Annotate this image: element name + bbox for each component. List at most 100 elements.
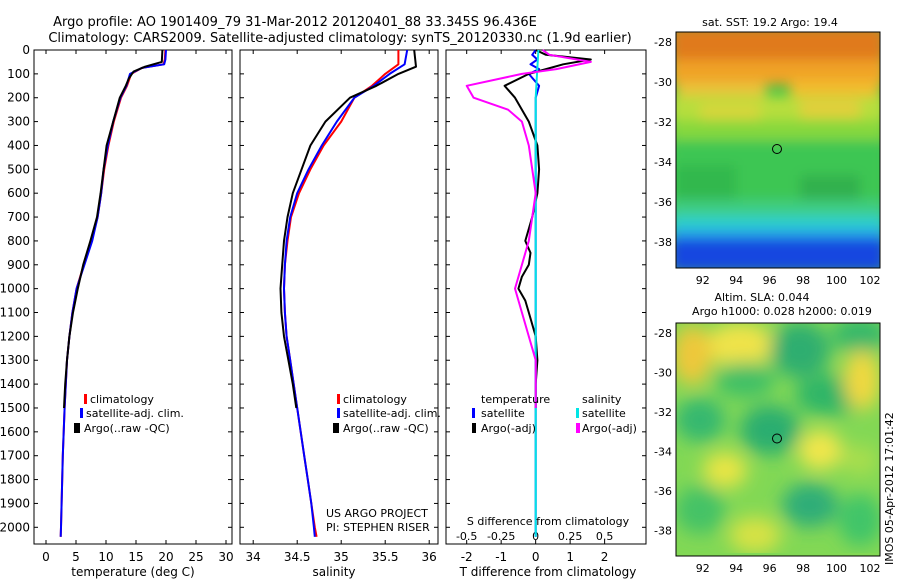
legend-climatology-swatch — [84, 394, 87, 404]
series-line — [63, 49, 164, 409]
project-pi: PI: STEPHEN RISER — [326, 521, 430, 534]
x-tick-label: 0 — [532, 550, 540, 564]
map-y-tick-label: -32 — [654, 116, 672, 129]
map-y-tick-label: -36 — [654, 485, 672, 498]
x-tick-label: 25 — [188, 550, 203, 564]
difference-bottom-axis-label: T difference from climatology — [459, 565, 637, 579]
depth-tick-label: 1700 — [0, 449, 30, 463]
depth-tick-label: 1500 — [0, 401, 30, 415]
legend-temp-argo-label: Argo(-adj) — [481, 422, 536, 435]
legend-temp-argo-swatch — [472, 423, 476, 433]
x-tick-label: 10 — [98, 550, 113, 564]
map-x-tick-label: 100 — [826, 562, 847, 575]
map-y-tick-label: -38 — [654, 236, 672, 249]
salinity-panel-frame — [239, 49, 439, 545]
depth-tick-label: 600 — [7, 186, 30, 200]
map-x-tick-label: 96 — [763, 274, 777, 287]
map-y-tick-label: -32 — [654, 406, 672, 419]
difference-legend: temperature salinity satellite Argo(-adj… — [472, 393, 637, 435]
sla-argo-marker — [771, 433, 782, 444]
depth-tick-label: 0 — [22, 43, 30, 57]
legend-satellite-swatch — [80, 408, 83, 418]
map-x-tick-label: 92 — [696, 562, 710, 575]
x-tick-label: 5 — [72, 550, 80, 564]
depth-tick-label: 2000 — [0, 520, 30, 534]
depth-tick-label: 500 — [7, 162, 30, 176]
legend-argo-label: Argo(..raw -QC) — [343, 422, 429, 435]
x-tick-label: 15 — [128, 550, 143, 564]
depth-tick-label: 1800 — [0, 473, 30, 487]
sla-heatmap — [676, 323, 880, 556]
legend-climatology-label: climatology — [343, 393, 407, 406]
series-line — [503, 49, 592, 408]
salinity-diff-tick-label: -0.25 — [487, 530, 515, 543]
x-tick-label: 34 — [246, 550, 261, 564]
x-tick-label: 30 — [218, 550, 233, 564]
x-tick-label: 34.5 — [284, 550, 311, 564]
map-y-tick-label: -30 — [654, 366, 672, 379]
map-y-tick-label: -30 — [654, 76, 672, 89]
series-line — [59, 49, 167, 537]
depth-tick-label: 900 — [7, 258, 30, 272]
legend-sal-argo-label: Argo(-adj) — [582, 422, 637, 435]
legend-satellite-label: satellite-adj. clim. — [86, 407, 184, 420]
legend-temperature-title: temperature — [481, 393, 550, 406]
legend-argo-swatch — [333, 423, 339, 433]
x-tick-label: 0 — [42, 550, 50, 564]
x-tick-label: 36 — [422, 550, 437, 564]
sst-argo-marker — [771, 144, 782, 154]
depth-tick-label: 700 — [7, 210, 30, 224]
x-tick-label: 1 — [566, 550, 574, 564]
map-x-tick-label: 98 — [796, 562, 810, 575]
title-line-1: Argo profile: AO 1901409_79 31-Mar-2012 … — [53, 15, 537, 30]
depth-tick-label: 1300 — [0, 353, 30, 367]
map-x-tick-label: 96 — [763, 562, 777, 575]
temperature-legend: climatology satellite-adj. clim. Argo(..… — [74, 393, 184, 435]
legend-argo-label: Argo(..raw -QC) — [84, 422, 170, 435]
map-x-tick-label: 92 — [696, 274, 710, 287]
difference-panel-frame — [445, 49, 647, 545]
map-x-tick-label: 100 — [826, 274, 847, 287]
legend-climatology-label: climatology — [90, 393, 154, 406]
sla-map-title-line-1: Altim. SLA: 0.044 — [714, 291, 809, 304]
legend-sal-satellite-label: satellite — [582, 407, 626, 420]
x-tick-label: 20 — [158, 550, 173, 564]
difference-top-axis-label: S difference from climatology — [467, 515, 630, 528]
depth-tick-label: 800 — [7, 234, 30, 248]
temperature-axis-label: temperature (deg C) — [71, 565, 194, 579]
depth-tick-label: 100 — [7, 67, 30, 81]
temperature-panel-frame — [33, 49, 233, 545]
x-tick-label: 35.5 — [372, 550, 399, 564]
title-line-2: Climatology: CARS2009. Satellite-adjuste… — [48, 31, 631, 46]
legend-climatology-swatch — [337, 394, 340, 404]
map-y-tick-label: -34 — [654, 445, 672, 458]
x-tick-label: -2 — [461, 550, 473, 564]
timestamp: IMOS 05-Apr-2012 17:01:42 — [883, 412, 896, 565]
map-x-tick-label: 98 — [796, 274, 810, 287]
series-line — [283, 49, 409, 537]
x-tick-label: -1 — [495, 550, 507, 564]
sla-map-frame — [675, 322, 881, 557]
salinity-diff-tick-label: 0.5 — [596, 530, 614, 543]
map-y-tick-label: -34 — [654, 156, 672, 169]
legend-argo-swatch — [74, 423, 80, 433]
series-line — [465, 49, 592, 408]
series-line — [283, 50, 400, 537]
sst-map-frame — [675, 31, 881, 269]
legend-temp-satellite-swatch — [472, 408, 475, 418]
depth-tick-label: 1000 — [0, 282, 30, 296]
depth-tick-label: 400 — [7, 138, 30, 152]
salinity-axis-label: salinity — [312, 565, 355, 579]
map-x-tick-label: 94 — [729, 274, 743, 287]
depth-tick-label: 200 — [7, 91, 30, 105]
depth-tick-label: 1600 — [0, 425, 30, 439]
map-x-tick-label: 102 — [859, 274, 880, 287]
legend-satellite-label: satellite-adj. clim. — [343, 407, 441, 420]
map-y-tick-label: -36 — [654, 196, 672, 209]
depth-tick-label: 1100 — [0, 306, 30, 320]
map-y-tick-label: -28 — [654, 327, 672, 340]
map-y-tick-label: -38 — [654, 524, 672, 537]
series-line — [279, 49, 417, 409]
legend-satellite-swatch — [337, 408, 340, 418]
